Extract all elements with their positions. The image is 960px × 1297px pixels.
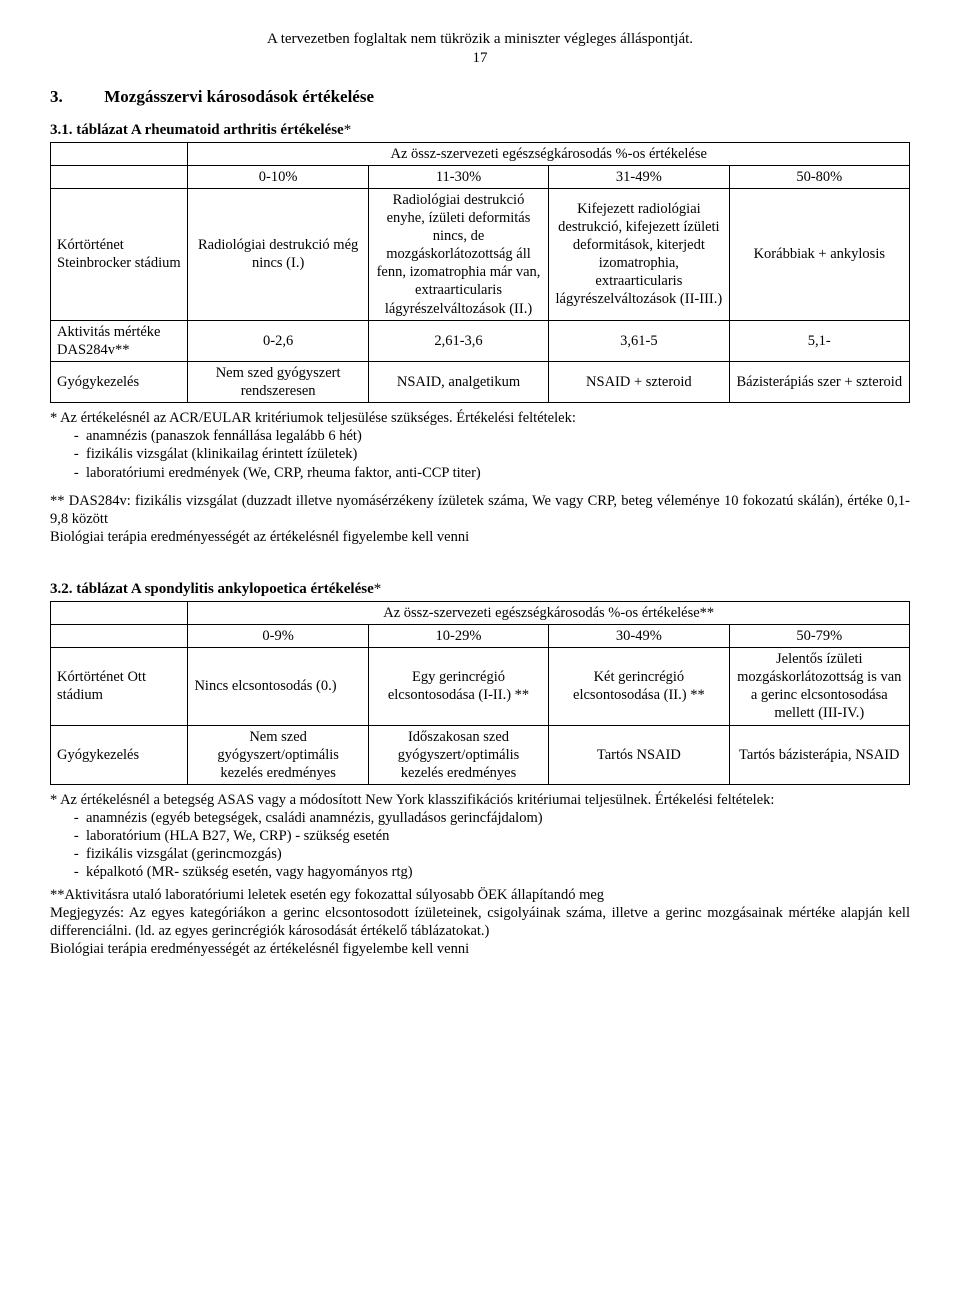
table-31-row2-label: Aktivitás mértéke DAS284v** — [51, 320, 188, 361]
table-31-row2-c0: 0-2,6 — [188, 320, 368, 361]
table-32-footnote-dstar: **Aktivitásra utaló laboratóriumi lelete… — [50, 886, 910, 904]
table-32-row2-c0: Nem szed gyógyszert/optimális kezelés er… — [188, 725, 368, 784]
table-32-title-asterisk: * — [374, 581, 382, 597]
table-31-footnote-star-list: anamnézis (panaszok fennállása legalább … — [86, 427, 910, 481]
table-31-row3-c0: Nem szed gyógyszert rendszeresen — [188, 361, 368, 402]
table-31-blank-rangerow — [51, 165, 188, 188]
table-31-title: 3.1. táblázat A rheumatoid arthritis ért… — [50, 121, 910, 140]
table-32-row1-c1: Egy gerincrégió elcsontosodása (I-II.) *… — [368, 648, 548, 726]
table-31-range-0: 0-10% — [188, 165, 368, 188]
table-31-range-1: 11-30% — [368, 165, 548, 188]
table-31-title-asterisk: * — [344, 122, 352, 138]
table-32-row2-label: Gyógykezelés — [51, 725, 188, 784]
table-31-row1-c2: Kifejezett radiológiai destrukció, kifej… — [549, 188, 729, 320]
table-31-range-2: 31-49% — [549, 165, 729, 188]
table-31-row1-c0: Radiológiai destrukció még nincs (I.) — [188, 188, 368, 320]
table-31-blank-topleft — [51, 142, 188, 165]
table-31-row2-c3: 5,1- — [729, 320, 909, 361]
table-31-footnote-star: * Az értékelésnél az ACR/EULAR kritérium… — [50, 409, 910, 482]
section-3-text: Mozgásszervi károsodások értékelése — [104, 87, 374, 106]
table-32-fn-item-0: anamnézis (egyéb betegségek, családi ana… — [86, 809, 910, 827]
table-31-fn-item-1: fizikális vizsgálat (klinikailag érintet… — [86, 445, 910, 463]
table-31-row3-c3: Bázisterápiás szer + szteroid — [729, 361, 909, 402]
table-32-footnote-note: Megjegyzés: Az egyes kategóriákon a geri… — [50, 904, 910, 940]
table-32-row2-c1: Időszakosan szed gyógyszert/optimális ke… — [368, 725, 548, 784]
table-32-row1-c2: Két gerincrégió elcsontosodása (II.) ** — [549, 648, 729, 726]
table-32-range-0: 0-9% — [188, 624, 368, 647]
table-32-blank-topleft — [51, 601, 188, 624]
page-number: 17 — [50, 49, 910, 68]
table-32-row1-c3: Jelentős ízületi mozgáskorlátozottság is… — [729, 648, 909, 726]
table-31-row1-c3: Korábbiak + ankylosis — [729, 188, 909, 320]
table-31-row2-c1: 2,61-3,6 — [368, 320, 548, 361]
table-31-row2-c2: 3,61-5 — [549, 320, 729, 361]
table-32-range-3: 50-79% — [729, 624, 909, 647]
table-31-footnote-dstar: ** DAS284v: fizikális vizsgálat (duzzadt… — [50, 492, 910, 528]
table-31-row1-label: Kórtörténet Steinbrocker stádium — [51, 188, 188, 320]
table-32-row2-c2: Tartós NSAID — [549, 725, 729, 784]
table-31-row3-c1: NSAID, analgetikum — [368, 361, 548, 402]
table-32-fn-item-3: képalkotó (MR- szükség esetén, vagy hagy… — [86, 863, 910, 881]
table-31-row3-label: Gyógykezelés — [51, 361, 188, 402]
table-31-fn-item-0: anamnézis (panaszok fennállása legalább … — [86, 427, 910, 445]
table-32-fn-item-2: fizikális vizsgálat (gerincmozgás) — [86, 845, 910, 863]
table-32-row1-c0: Nincs elcsontosodás (0.) — [188, 648, 368, 726]
table-32-blank-rangerow — [51, 624, 188, 647]
table-32-footnote-star-list: anamnézis (egyéb betegségek, családi ana… — [86, 809, 910, 882]
table-32-title-text: 3.2. táblázat A spondylitis ankylopoetic… — [50, 581, 374, 597]
table-31-row1-c1: Radiológiai destrukció enyhe, ízületi de… — [368, 188, 548, 320]
table-32-range-2: 30-49% — [549, 624, 729, 647]
table-32-fn-item-1: laboratórium (HLA B27, We, CRP) - szüksé… — [86, 827, 910, 845]
table-32-row1-label: Kórtörténet Ott stádium — [51, 648, 188, 726]
table-31-superheader: Az össz-szervezeti egészségkárosodás %-o… — [188, 142, 910, 165]
table-32-title: 3.2. táblázat A spondylitis ankylopoetic… — [50, 580, 910, 599]
header-note: A tervezetben foglaltak nem tükrözik a m… — [50, 30, 910, 49]
table-32-footnote-bio: Biológiai terápia eredményességét az ért… — [50, 940, 910, 958]
table-31-footnote-star-lead: * Az értékelésnél az ACR/EULAR kritérium… — [50, 410, 576, 426]
table-32: Az össz-szervezeti egészségkárosodás %-o… — [50, 601, 910, 785]
table-32-footnote-star-lead: * Az értékelésnél a betegség ASAS vagy a… — [50, 792, 774, 808]
table-31: Az össz-szervezeti egészségkárosodás %-o… — [50, 142, 910, 404]
table-32-superheader: Az össz-szervezeti egészségkárosodás %-o… — [188, 601, 910, 624]
table-32-row2-c3: Tartós bázisterápia, NSAID — [729, 725, 909, 784]
table-31-range-3: 50-80% — [729, 165, 909, 188]
section-3-title: 3. Mozgásszervi károsodások értékelése — [50, 86, 910, 107]
table-32-footnote-star: * Az értékelésnél a betegség ASAS vagy a… — [50, 791, 910, 882]
table-31-footnote-bio: Biológiai terápia eredményességét az ért… — [50, 528, 910, 546]
table-31-title-text: 3.1. táblázat A rheumatoid arthritis ért… — [50, 122, 344, 138]
table-32-range-1: 10-29% — [368, 624, 548, 647]
table-31-fn-item-2: laboratóriumi eredmények (We, CRP, rheum… — [86, 464, 910, 482]
table-31-row3-c2: NSAID + szteroid — [549, 361, 729, 402]
section-3-number: 3. — [50, 86, 100, 107]
